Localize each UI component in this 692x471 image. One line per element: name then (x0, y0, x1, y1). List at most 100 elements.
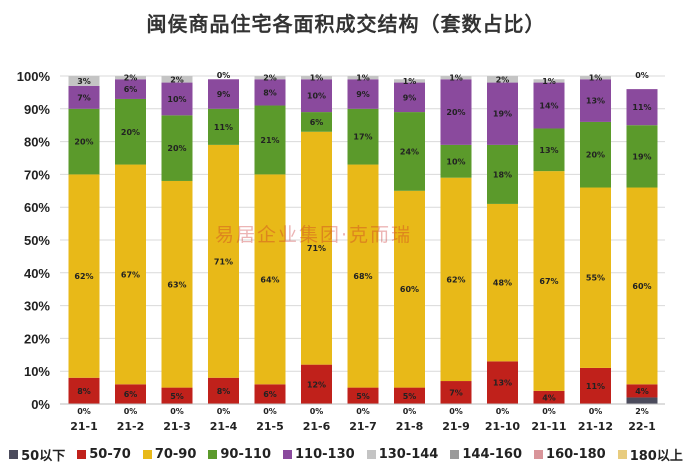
data-label: 2% (170, 75, 184, 84)
data-label: 48% (493, 279, 512, 288)
data-label: 9% (403, 93, 417, 102)
data-label: 2% (635, 407, 649, 416)
bar-segment (440, 76, 472, 80)
bar-segment (347, 387, 379, 404)
legend-item: 50-70 (77, 445, 131, 464)
legend-swatch (534, 450, 544, 459)
data-label: 18% (493, 170, 512, 179)
data-label: 62% (74, 272, 93, 281)
legend-swatch (450, 450, 460, 459)
bar-segment (208, 108, 239, 145)
data-label: 13% (493, 379, 512, 388)
data-label: 13% (539, 146, 558, 155)
bar-segment (115, 98, 146, 165)
data-label: 64% (260, 275, 279, 284)
data-label: 71% (307, 244, 326, 253)
legend-item: 50以下 (9, 445, 65, 464)
x-tick-label: 21-12 (578, 420, 613, 433)
data-label: 0% (217, 407, 231, 416)
legend-item: 110-130 (283, 445, 355, 464)
bar-segment (115, 76, 146, 80)
y-tick-label: 10% (24, 364, 50, 379)
data-label: 2% (263, 74, 277, 83)
data-label: 63% (167, 280, 186, 289)
bar-segment (161, 82, 193, 116)
legend-swatch (617, 450, 627, 459)
bar-segment (115, 384, 146, 404)
x-tick-label: 21-8 (396, 420, 424, 433)
data-label: 4% (635, 387, 649, 396)
bar-segment (254, 384, 286, 404)
data-label: 0% (542, 407, 556, 416)
data-label: 19% (493, 110, 512, 119)
data-label: 14% (539, 102, 558, 111)
bar-segment (533, 390, 565, 404)
data-label: 17% (353, 133, 372, 142)
data-label: 10% (307, 92, 326, 101)
stacked-bar-chart: 0% 10% 20% 30% 40% 50% 60% 70% 80% 90% 100% 0% 8% 62%… (17, 69, 665, 433)
legend-swatch (208, 450, 218, 459)
data-label: 62% (446, 275, 465, 284)
bar-segment (487, 361, 518, 404)
bar-segment (440, 381, 472, 404)
bar-segment (440, 79, 472, 145)
legend-label: 50-70 (89, 447, 131, 462)
legend-swatch (283, 450, 293, 459)
bar-segment (161, 115, 193, 181)
data-label: 8% (217, 387, 231, 396)
data-label: 4% (542, 393, 556, 402)
bar-segment (301, 112, 332, 132)
bar-segment (68, 174, 100, 378)
legend-label: 180以上 (629, 449, 683, 464)
legend: 50以下 50-70 70-90 90-110 110-130 130-144 144-16… (0, 445, 692, 464)
bar-segment (394, 82, 425, 113)
x-tick-label: 21-3 (163, 420, 191, 433)
bar-segment (533, 128, 565, 172)
y-tick-label: 50% (24, 233, 50, 248)
legend-swatch (366, 450, 376, 459)
bar-segment (487, 203, 518, 362)
bar-segment (487, 82, 518, 145)
legend-label: 130-144 (378, 447, 439, 462)
bar-segment (580, 121, 611, 188)
bar-segment (68, 76, 100, 86)
data-label: 5% (170, 392, 184, 401)
bar-segment (254, 105, 286, 175)
legend-item: 144-160 (450, 445, 522, 464)
data-label: 0% (356, 407, 370, 416)
bar-segment (68, 108, 100, 175)
data-label: 1% (589, 74, 603, 83)
data-label: 60% (400, 285, 419, 294)
data-label: 6% (310, 118, 324, 127)
data-label: 0% (496, 407, 510, 416)
watermark: 易居企业集团·克而瑞 (215, 224, 413, 246)
bar-segment (347, 108, 379, 165)
bar-segment (347, 79, 379, 109)
y-tick-label: 30% (24, 299, 50, 314)
data-label: 20% (167, 144, 186, 153)
data-label: 55% (586, 274, 605, 283)
bar-segment (208, 144, 239, 378)
bar-segment (487, 144, 518, 204)
data-label: 9% (217, 90, 231, 99)
data-label: 10% (446, 157, 465, 166)
bar-segment (301, 76, 332, 80)
data-label: 9% (356, 90, 370, 99)
chart-title: 闽侯商品住宅各面积成交结构（套数占比） (146, 12, 546, 36)
data-label: 19% (632, 152, 651, 161)
data-label: 0% (589, 407, 603, 416)
data-label: 6% (263, 390, 277, 399)
data-label: 67% (539, 277, 558, 286)
x-tick-label: 21-6 (303, 420, 331, 433)
y-tick-label: 70% (24, 167, 50, 182)
legend-item: 90-110 (208, 445, 271, 464)
bar-segment (626, 187, 658, 385)
data-label: 8% (77, 387, 91, 396)
data-label: 1% (403, 77, 417, 86)
legend-label: 70-90 (154, 447, 197, 462)
legend-item: 160-180 (534, 445, 606, 464)
data-label: 11% (214, 123, 233, 132)
x-tick-label: 21-7 (349, 420, 377, 433)
data-label: 11% (586, 382, 605, 391)
data-label: 20% (74, 138, 93, 147)
